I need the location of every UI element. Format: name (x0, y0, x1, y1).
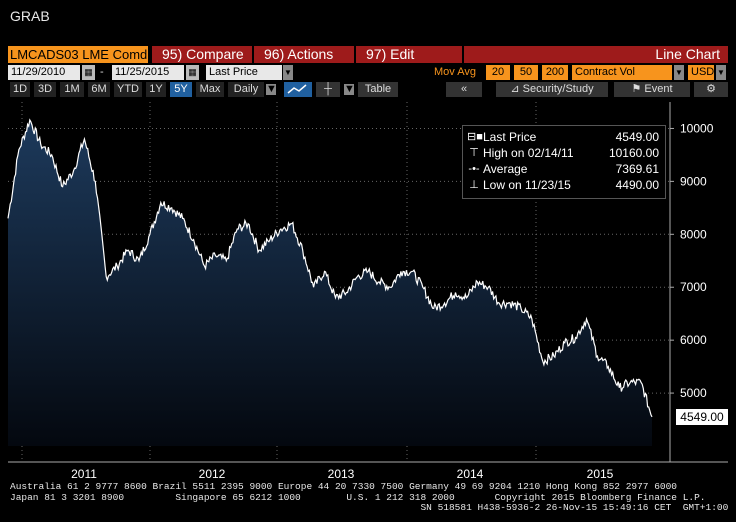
x-tick-label: 2015 (587, 467, 614, 480)
line-style-icon[interactable] (284, 82, 312, 97)
mov-avg-label: Mov Avg (434, 66, 476, 78)
footer-line: SN 518581 H438-5936-2 26-Nov-15 15:49:16… (10, 502, 729, 513)
period-ytd-button[interactable]: YTD (114, 82, 142, 97)
legend-label: Last Price (483, 130, 537, 144)
footer-line: Japan 81 3 3201 8900 Singapore 65 6212 1… (10, 491, 706, 503)
legend-value: 10160.00 (608, 146, 659, 160)
x-tick-label: 2011 (71, 467, 97, 480)
currency-select[interactable]: USD (688, 65, 714, 80)
date-separator: - (100, 66, 104, 78)
white-square-icon: ⊟■ (467, 131, 483, 143)
x-tick-label: 2013 (328, 467, 355, 480)
y-tick-label: 7000 (680, 280, 707, 294)
frequency-select[interactable]: Daily (228, 82, 264, 97)
legend-value: 7369.61 (615, 162, 659, 176)
start-date-input[interactable]: 11/29/2010 (8, 65, 80, 80)
average-marker-icon: -•- (468, 163, 480, 175)
compare-button[interactable]: 95) Compare (152, 46, 252, 63)
event-button[interactable]: ⚑ Event (614, 82, 690, 97)
y-tick-label: 6000 (680, 333, 707, 347)
legend-row-low: ⊥ Low on 11/23/15 4490.00 (467, 177, 663, 193)
period-5y-button[interactable]: 5Y (170, 82, 192, 97)
chevron-down-icon[interactable]: ▼ (266, 83, 277, 95)
legend-value: 4549.00 (615, 130, 659, 144)
mov-avg-20-input[interactable]: 20 (486, 65, 510, 80)
x-axis: 2011 2012 2013 2014 2015 (71, 467, 614, 480)
period-1d-button[interactable]: 1D (10, 82, 30, 97)
study-icon: ⊿ (510, 83, 523, 95)
footer-line: Australia 61 2 9777 8600 Brazil 5511 239… (10, 481, 678, 492)
period-1y-button[interactable]: 1Y (146, 82, 166, 97)
flag-icon: ⚑ (631, 83, 645, 95)
actions-button[interactable]: 96) Actions (254, 46, 354, 63)
mov-avg-50-input[interactable]: 50 (514, 65, 538, 80)
period-max-button[interactable]: Max (196, 82, 224, 97)
crosshair-icon[interactable]: ┼ (316, 82, 340, 97)
footer: Australia 61 2 9777 8600 Brazil 5511 239… (10, 481, 730, 514)
period-6m-button[interactable]: 6M (88, 82, 110, 97)
calendar-icon[interactable]: ▦ (82, 65, 95, 80)
calendar-icon[interactable]: ▦ (186, 65, 199, 80)
gear-icon[interactable]: ⚙ (694, 82, 728, 97)
field-select[interactable]: Last Price (206, 65, 282, 80)
security-study-button[interactable]: ⊿ Security/Study (496, 82, 608, 97)
chevron-down-icon[interactable]: ▼ (283, 65, 293, 80)
last-price-tag: 4549.00 (676, 409, 728, 425)
edit-button[interactable]: 97) Edit (356, 46, 462, 63)
legend-row-average: -•- Average 7369.61 (467, 161, 663, 177)
volume-select[interactable]: Contract Vol (572, 65, 672, 80)
security-study-label: Security/Study (522, 83, 594, 95)
ticker-field[interactable]: LMCADS03 LME Comd (8, 46, 148, 63)
y-tick-label: 8000 (680, 227, 707, 241)
chevron-down-icon[interactable]: ▼ (716, 65, 726, 80)
legend: ⊟■ Last Price 4549.00 ⊤ High on 02/14/11… (462, 125, 666, 199)
low-marker-icon: ⊥ (469, 179, 479, 191)
legend-row-last-price: ⊟■ Last Price 4549.00 (467, 129, 663, 145)
legend-label: High on 02/14/11 (483, 146, 574, 160)
legend-value: 4490.00 (615, 178, 659, 192)
price-line (7, 118, 653, 418)
chevron-down-icon[interactable]: ▼ (674, 65, 684, 80)
end-date-input[interactable]: 11/25/2015 (112, 65, 184, 80)
table-button[interactable]: Table (358, 82, 398, 97)
price-area (8, 120, 652, 446)
high-marker-icon: ⊤ (469, 147, 479, 159)
period-1m-button[interactable]: 1M (60, 82, 84, 97)
scroll-left-icon[interactable]: « (446, 82, 482, 97)
y-tick-label: 10000 (680, 121, 714, 135)
legend-label: Low on 11/23/15 (483, 178, 571, 192)
x-tick-label: 2014 (457, 467, 484, 480)
y-tick-label: 9000 (680, 174, 707, 188)
y-tick-label: 5000 (680, 386, 707, 400)
window-title: GRAB (10, 8, 50, 24)
x-tick-label: 2012 (199, 467, 226, 480)
legend-label: Average (483, 162, 528, 176)
chart-type-label[interactable]: Line Chart (464, 46, 728, 63)
mov-avg-200-input[interactable]: 200 (542, 65, 568, 80)
chevron-down-icon[interactable]: ▼ (344, 83, 355, 95)
event-label: Event (644, 83, 673, 95)
period-3d-button[interactable]: 3D (34, 82, 56, 97)
y-axis: 5000 6000 7000 8000 9000 10000 (670, 121, 714, 400)
legend-row-high: ⊤ High on 02/14/11 10160.00 (467, 145, 663, 161)
